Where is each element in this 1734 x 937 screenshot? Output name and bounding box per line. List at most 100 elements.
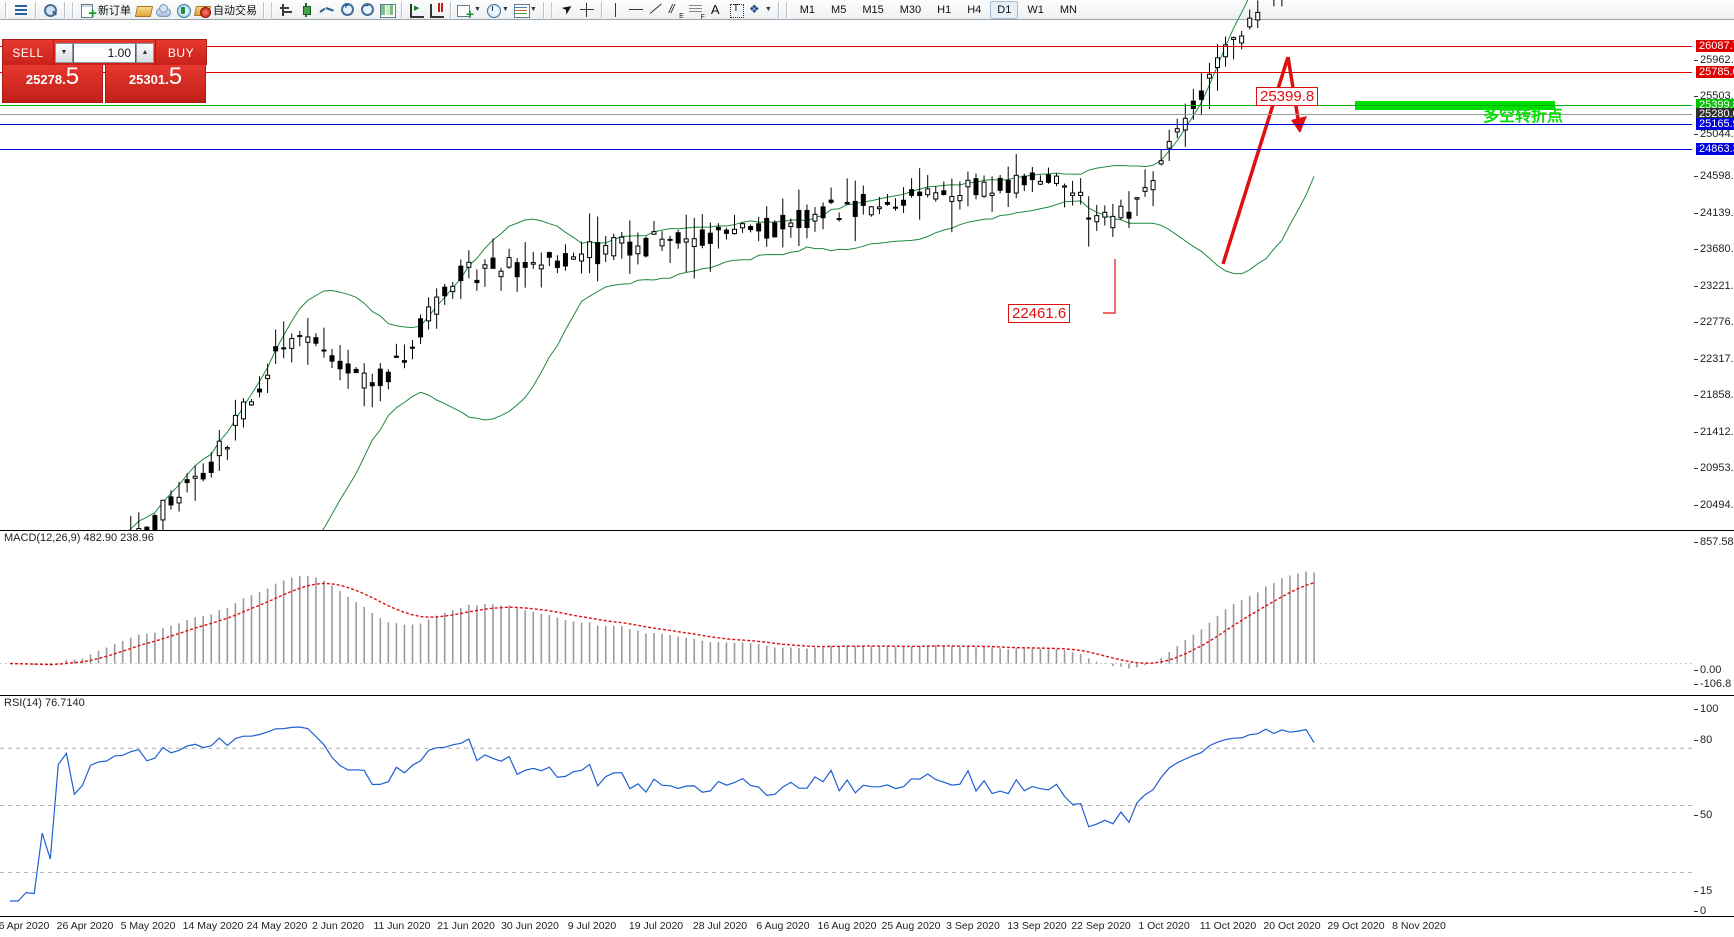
toolbar-separator (401, 1, 402, 18)
chevron-down-icon[interactable]: ▼ (764, 6, 772, 13)
grid-icon (379, 2, 396, 18)
market-watch-icon[interactable] (12, 1, 30, 19)
fibonacci-tool-button[interactable] (667, 1, 685, 20)
one-click-trade-panel[interactable]: SELL ▼ 1.00 ▲ BUY 25278. 5 25301. 5 (2, 39, 207, 103)
date-axis-label: 14 May 2020 (182, 920, 244, 932)
timeframe-button-m5[interactable]: M5 (831, 3, 847, 16)
auto-trading-label: 自动交易 (213, 4, 257, 17)
horizontal-line-icon (628, 2, 644, 18)
vertical-line-tool-button[interactable] (607, 1, 625, 19)
buy-button[interactable]: BUY (155, 39, 207, 65)
chinese-annotation-note[interactable]: 多空转折点 (1483, 106, 1564, 125)
vertical-line-icon (608, 2, 624, 18)
line-chart-icon[interactable] (318, 1, 336, 19)
sell-price-display[interactable]: 25278. 5 (2, 65, 103, 103)
price-pane[interactable] (0, 0, 1734, 657)
timeframe-button-d1[interactable]: D1 (990, 0, 1019, 19)
axis-tick (1694, 709, 1698, 710)
indicator-axis-label: 0 (1694, 905, 1706, 917)
resistance-annotation-label[interactable]: 25399.8 (1256, 87, 1319, 106)
date-axis-label: 8 Nov 2020 (1392, 920, 1446, 932)
text-tool-button[interactable] (707, 1, 725, 19)
grid-button[interactable] (378, 1, 396, 19)
date-axis-label: 21 Jun 2020 (437, 920, 495, 932)
date-axis-label: 6 Apr 2020 (0, 920, 50, 932)
toolbar-grip[interactable] (72, 1, 75, 18)
chart-shift-button[interactable] (407, 1, 425, 19)
text-label-tool-button[interactable] (727, 1, 745, 19)
toolbar-separator (542, 1, 544, 18)
fibonacci-icon (668, 2, 684, 20)
axis-tick (1694, 542, 1698, 543)
crosshair-tool-button[interactable] (578, 1, 596, 19)
bar-chart-icon[interactable] (278, 1, 296, 19)
metaeditor-icon[interactable] (134, 1, 152, 19)
toolbar-separator (777, 1, 779, 18)
axis-tick (1694, 911, 1698, 912)
indicator-axis-label: 100 (1694, 703, 1718, 715)
price-axis-label: 22776.0 (1694, 316, 1734, 328)
date-axis-label: 30 Jun 2020 (501, 920, 559, 932)
indicator-axis-label: 80 (1694, 734, 1712, 746)
zoom-in-button[interactable] (338, 1, 356, 19)
rsi-pane[interactable]: RSI(14) 76.7140 (0, 695, 1734, 916)
horizontal-line-tool-button[interactable] (627, 1, 645, 19)
toolbar-grip[interactable] (785, 1, 789, 18)
support-annotation-label[interactable]: 22461.6 (1008, 304, 1071, 323)
toolbar-grip[interactable] (5, 1, 8, 18)
trade-panel-price-row: 25278. 5 25301. 5 (2, 65, 207, 103)
chevron-down-icon[interactable]: ▼ (501, 6, 509, 13)
toolbar-grip[interactable] (550, 1, 554, 18)
timeframe-button-h1[interactable]: H1 (937, 3, 952, 16)
chevron-down-icon[interactable]: ▼ (474, 6, 481, 13)
auto-scroll-button[interactable] (427, 1, 445, 19)
date-axis-label: 11 Jun 2020 (373, 920, 431, 932)
timeframe-button-h4[interactable]: H4 (967, 3, 982, 16)
shapes-tool-button[interactable]: ▼ (747, 1, 773, 19)
axis-tick (1694, 670, 1698, 671)
toolbar-separator (450, 1, 451, 18)
zoom-out-button[interactable] (358, 1, 376, 19)
timeframe-button-m30[interactable]: M30 (899, 3, 922, 16)
signals-icon[interactable] (174, 1, 192, 19)
indicators-button[interactable]: ▼ (456, 1, 482, 21)
auto-trading-button[interactable]: 自动交易 (194, 1, 258, 19)
date-axis[interactable]: 6 Apr 2020 26 Apr 2020 5 May 2020 14 May 20… (0, 916, 1734, 936)
fibo-channel-tool-button[interactable] (687, 1, 705, 21)
macd-pane[interactable]: MACD(12,26,9) 482.90 238.96 (0, 530, 1734, 695)
volume-stepper[interactable]: ▼ 1.00 ▲ (54, 39, 155, 65)
new-order-label: 新订单 (98, 4, 131, 17)
periodicity-button[interactable]: ▼ (484, 1, 510, 19)
main-toolbar: 新订单 自动交易 ▼ ▼ ▼ (0, 0, 1734, 21)
timeframe-button-m15[interactable]: M15 (862, 3, 884, 16)
volume-increment-button[interactable]: ▲ (136, 42, 154, 63)
volume-decrement-button[interactable]: ▼ (55, 42, 73, 63)
sell-price-integer: 25278 (25, 72, 63, 87)
data-window-icon[interactable] (41, 1, 59, 19)
chevron-down-icon[interactable]: ▼ (529, 6, 537, 13)
timeframe-button-w1[interactable]: W1 (1027, 3, 1044, 16)
trendline-tool-button[interactable] (647, 1, 665, 19)
date-axis-label: 2 Jun 2020 (312, 920, 364, 932)
date-axis-label: 16 Aug 2020 (817, 920, 877, 932)
timeframe-button-mn[interactable]: MN (1059, 3, 1077, 16)
sell-button[interactable]: SELL (2, 39, 54, 65)
cursor-tool-button[interactable] (558, 1, 576, 19)
date-axis-label: 11 Oct 2020 (1199, 920, 1257, 932)
templates-button[interactable]: ▼ (512, 1, 538, 19)
new-order-button[interactable]: 新订单 (79, 1, 132, 21)
trade-panel-top-row: SELL ▼ 1.00 ▲ BUY (2, 39, 207, 65)
date-axis-label: 9 Jul 2020 (567, 920, 617, 932)
price-axis-label: 23680.5 (1694, 243, 1734, 255)
timeframe-button-m1[interactable]: M1 (799, 3, 816, 16)
toolbar-grip[interactable] (271, 1, 274, 18)
zoom-out-icon (359, 1, 375, 18)
buy-price-display[interactable]: 25301. 5 (105, 65, 206, 103)
sell-price-dot: . (62, 72, 66, 87)
chart-shift-icon (408, 2, 424, 18)
vps-cloud-icon[interactable] (154, 1, 172, 19)
volume-input[interactable]: 1.00 (74, 42, 135, 63)
indicator-axis-label: -106.8 (1694, 678, 1731, 690)
candlestick-chart-icon[interactable] (298, 1, 316, 19)
